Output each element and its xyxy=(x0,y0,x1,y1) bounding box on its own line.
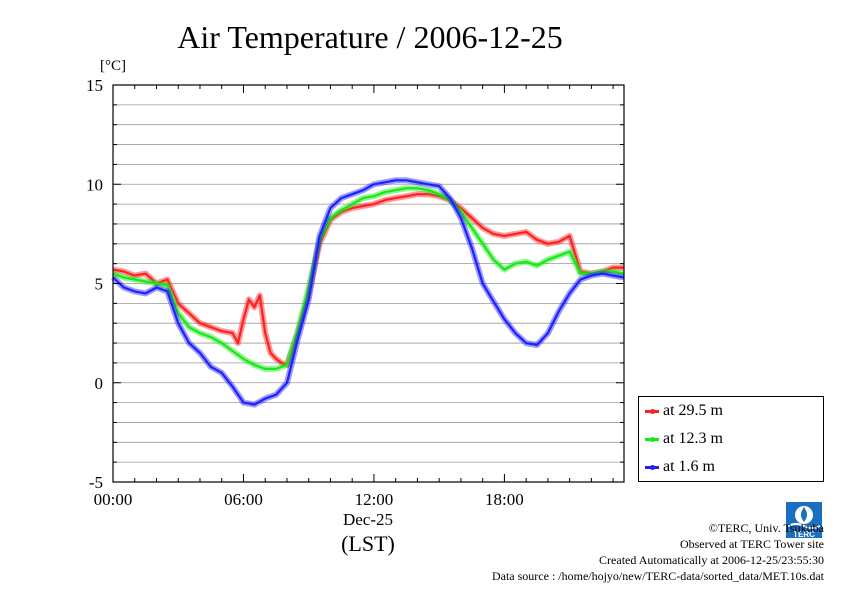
legend-item: at 1.6 m xyxy=(645,457,715,477)
legend-swatch-blue xyxy=(645,460,659,474)
y-tick-label: 5 xyxy=(95,275,104,294)
legend-swatch-green xyxy=(645,432,659,446)
credit-source: Data source : /home/hojyo/new/TERC-data/… xyxy=(491,569,824,583)
series-line-at-29-5-m xyxy=(112,193,624,366)
y-tick-label: -5 xyxy=(89,473,103,492)
logo-text: TERC xyxy=(793,530,815,539)
credit-created: Created Automatically at 2006-12-25/23:5… xyxy=(599,553,824,567)
series-lines xyxy=(110,177,625,408)
legend-label: at 1.6 m xyxy=(663,458,715,475)
x-tick-label: 12:00 xyxy=(355,490,394,509)
x-axis-timezone-label: (LST) xyxy=(341,531,395,556)
terc-logo-icon: TERC xyxy=(786,502,822,539)
credit-site: Observed at TERC Tower site xyxy=(679,537,824,551)
y-tick-label: 0 xyxy=(95,374,104,393)
x-tick-label: 06:00 xyxy=(224,490,263,509)
chart-title: Air Temperature / 2006-12-25 xyxy=(177,19,563,55)
legend-item: at 29.5 m xyxy=(645,401,723,421)
legend-label: at 29.5 m xyxy=(663,402,723,419)
y-axis-unit: [°C] xyxy=(100,58,126,74)
legend-label: at 12.3 m xyxy=(663,430,723,447)
x-tick-label: 00:00 xyxy=(94,490,133,509)
legend: at 29.5 m at 12.3 m at 1.6 m xyxy=(638,396,824,482)
series-line-at-1-6-m xyxy=(112,179,625,406)
x-axis-date-label: Dec-25 xyxy=(343,510,393,529)
y-tick-label: 15 xyxy=(86,76,103,95)
legend-item: at 12.3 m xyxy=(645,429,723,449)
tick-labels: -5 0 5 10 15 00:00 06:00 12:00 18:00 xyxy=(86,76,524,509)
credit-copyright: ©TERC, Univ. Tsukuba xyxy=(708,521,824,535)
grid-lines xyxy=(113,104,624,463)
series-line-at-12-3-m xyxy=(112,187,625,370)
legend-swatch-red xyxy=(645,404,659,418)
x-tick-label: 18:00 xyxy=(485,490,524,509)
axis-ticks xyxy=(112,84,624,483)
series-halo-at-1-6-m xyxy=(110,177,625,408)
credits: ©TERC, Univ. Tsukuba Observed at TERC To… xyxy=(492,520,824,584)
y-tick-label: 10 xyxy=(86,175,103,194)
